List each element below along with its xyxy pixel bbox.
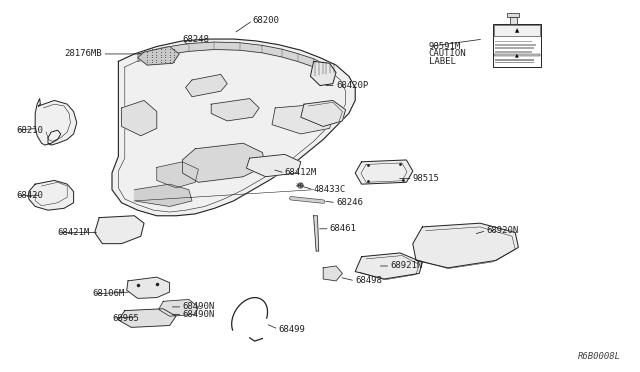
Polygon shape [122, 100, 157, 136]
Bar [495, 44, 536, 46]
Text: 28176MB: 28176MB [65, 49, 102, 58]
Text: 68420: 68420 [16, 191, 43, 200]
Text: 68498: 68498 [355, 276, 382, 285]
Text: 68200: 68200 [253, 16, 280, 25]
Polygon shape [301, 100, 346, 126]
Text: 98591M: 98591M [429, 42, 461, 51]
Text: 68499: 68499 [278, 325, 305, 334]
Text: 68421M: 68421M [58, 228, 90, 237]
Polygon shape [95, 216, 144, 244]
Text: 68461: 68461 [330, 224, 356, 233]
Polygon shape [355, 253, 422, 279]
Polygon shape [134, 184, 192, 206]
Text: R6B0008L: R6B0008L [578, 352, 621, 361]
Bar [509, 17, 517, 24]
Polygon shape [112, 39, 355, 216]
Polygon shape [182, 143, 266, 182]
Polygon shape [211, 99, 259, 121]
Polygon shape [159, 299, 198, 316]
Bar [495, 62, 534, 63]
Text: ▲: ▲ [515, 28, 519, 33]
Text: 48433C: 48433C [314, 185, 346, 194]
Bar [494, 25, 540, 36]
Polygon shape [272, 104, 333, 134]
Bar [495, 51, 532, 53]
Text: 68490N: 68490N [182, 310, 214, 319]
Bar [507, 13, 519, 17]
Bar [495, 59, 534, 61]
Bar [495, 47, 534, 49]
Polygon shape [355, 160, 413, 184]
Text: 68490N: 68490N [182, 302, 214, 311]
Polygon shape [186, 74, 227, 97]
Polygon shape [138, 42, 326, 73]
Polygon shape [118, 309, 176, 327]
Polygon shape [29, 180, 74, 210]
Text: 68965: 68965 [112, 314, 139, 323]
Polygon shape [138, 46, 179, 65]
Text: 68106M: 68106M [93, 289, 125, 298]
Bar [495, 41, 532, 42]
Polygon shape [314, 216, 319, 251]
Text: 68412M: 68412M [285, 169, 317, 177]
Polygon shape [310, 61, 336, 86]
Polygon shape [246, 154, 301, 177]
Text: CAUTION: CAUTION [429, 49, 467, 58]
Bar [494, 54, 540, 56]
FancyBboxPatch shape [493, 24, 541, 67]
Polygon shape [127, 277, 170, 298]
Text: 68921N: 68921N [390, 262, 422, 270]
Text: LABEL: LABEL [429, 57, 456, 66]
Text: 98515: 98515 [413, 174, 440, 183]
Text: 68248: 68248 [182, 35, 209, 44]
Text: ▲: ▲ [515, 52, 518, 58]
Text: 68920N: 68920N [486, 226, 518, 235]
Text: 68210: 68210 [16, 126, 43, 135]
Polygon shape [157, 162, 198, 188]
Polygon shape [323, 266, 342, 281]
Text: 68246: 68246 [336, 198, 363, 207]
Text: 68420P: 68420P [336, 81, 368, 90]
Polygon shape [35, 99, 77, 145]
Polygon shape [413, 223, 518, 268]
